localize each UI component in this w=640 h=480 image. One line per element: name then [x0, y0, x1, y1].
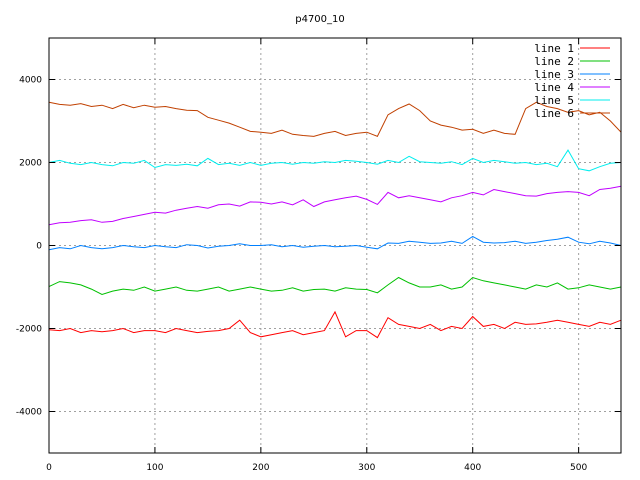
y-tick-label: -2000 — [16, 325, 42, 335]
legend-label: line 6 — [534, 107, 574, 120]
series-group — [48, 101, 622, 339]
x-tick-label: 100 — [146, 463, 163, 473]
chart-title: p4700_10 — [295, 14, 345, 25]
series-line-6 — [48, 101, 622, 138]
series-line-3 — [48, 235, 622, 251]
x-tick-label: 400 — [464, 463, 481, 473]
legend-label: line 5 — [534, 94, 574, 107]
y-tick-label: -4000 — [16, 408, 42, 418]
x-tick-label: 0 — [46, 463, 52, 473]
legend-label: line 4 — [534, 81, 574, 94]
x-tick-label: 500 — [570, 463, 587, 473]
y-tick-label: 2000 — [19, 159, 42, 169]
legend-label: line 1 — [534, 42, 574, 55]
series-line-4 — [48, 185, 622, 226]
series-line-2 — [48, 276, 622, 296]
y-tick-label: 0 — [36, 242, 42, 252]
axis-ticks: 0 100 200 300 400 500 -4000 -2000 0 2000 4000 — [16, 38, 621, 473]
legend-label: line 2 — [534, 55, 574, 68]
x-tick-label: 300 — [358, 463, 375, 473]
legend-label: line 3 — [534, 68, 574, 81]
x-tick-label: 200 — [252, 463, 269, 473]
y-tick-label: 4000 — [19, 76, 42, 86]
